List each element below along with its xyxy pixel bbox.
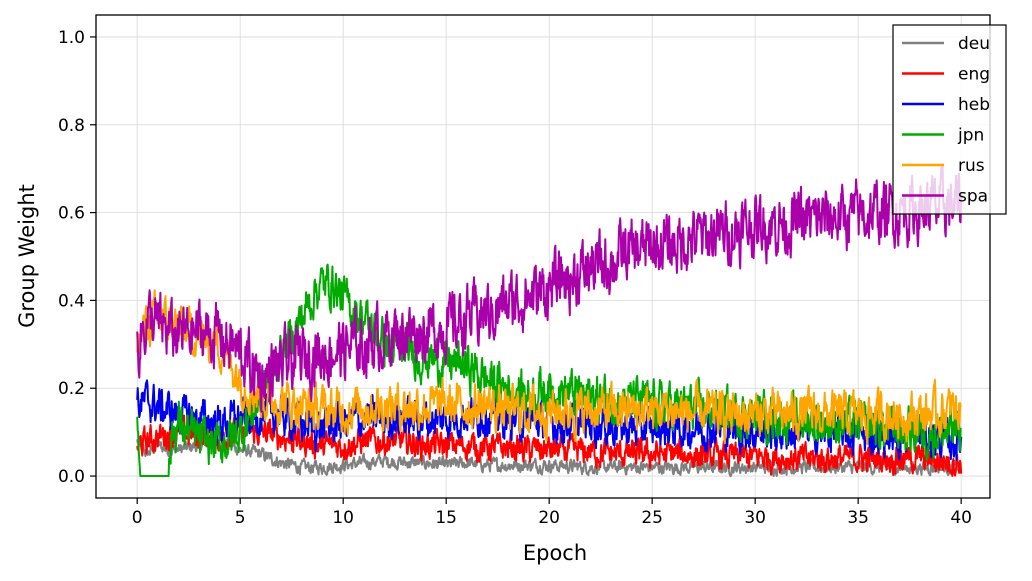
- legend-label-deu: deu: [958, 34, 990, 54]
- y-tick-label: 0.6: [58, 204, 85, 224]
- series-line-deu: [136, 435, 962, 477]
- x-tick-label: 25: [641, 508, 663, 528]
- legend-box: [892, 24, 1007, 215]
- legend-label-rus: rus: [958, 156, 985, 176]
- y-tick-label: 0.0: [58, 467, 85, 487]
- x-tick-label: 20: [538, 508, 560, 528]
- y-tick-label: 1.0: [58, 28, 85, 48]
- x-tick-label: 0: [132, 508, 143, 528]
- y-axis-label: Group Weight: [15, 184, 39, 328]
- x-tick-label: 35: [847, 508, 869, 528]
- legend-label-spa: spa: [958, 187, 988, 207]
- plot-frame: [95, 14, 991, 499]
- legend: deu eng heb jpn rus spa: [892, 24, 1007, 215]
- x-tick-label: 5: [235, 508, 246, 528]
- y-axis-ticks: 0.0 0.2 0.4 0.6 0.8 1.0: [58, 28, 96, 487]
- x-axis-ticks: 0 5 10 15 20 25 30 35 40: [132, 498, 972, 528]
- series-lines: [136, 163, 963, 477]
- legend-label-heb: heb: [958, 95, 990, 115]
- series-line-rus: [136, 289, 962, 446]
- x-tick-label: 40: [950, 508, 972, 528]
- x-tick-label: 30: [744, 508, 766, 528]
- series-line-jpn: [136, 263, 962, 477]
- x-axis-label: Epoch: [523, 541, 587, 565]
- x-tick-label: 15: [435, 508, 457, 528]
- legend-label-jpn: jpn: [957, 126, 984, 146]
- x-tick-label: 10: [332, 508, 354, 528]
- y-tick-label: 0.4: [58, 291, 85, 311]
- series-line-spa: [136, 163, 963, 413]
- legend-label-eng: eng: [958, 65, 990, 85]
- y-tick-label: 0.8: [58, 116, 85, 136]
- y-tick-label: 0.2: [58, 379, 85, 399]
